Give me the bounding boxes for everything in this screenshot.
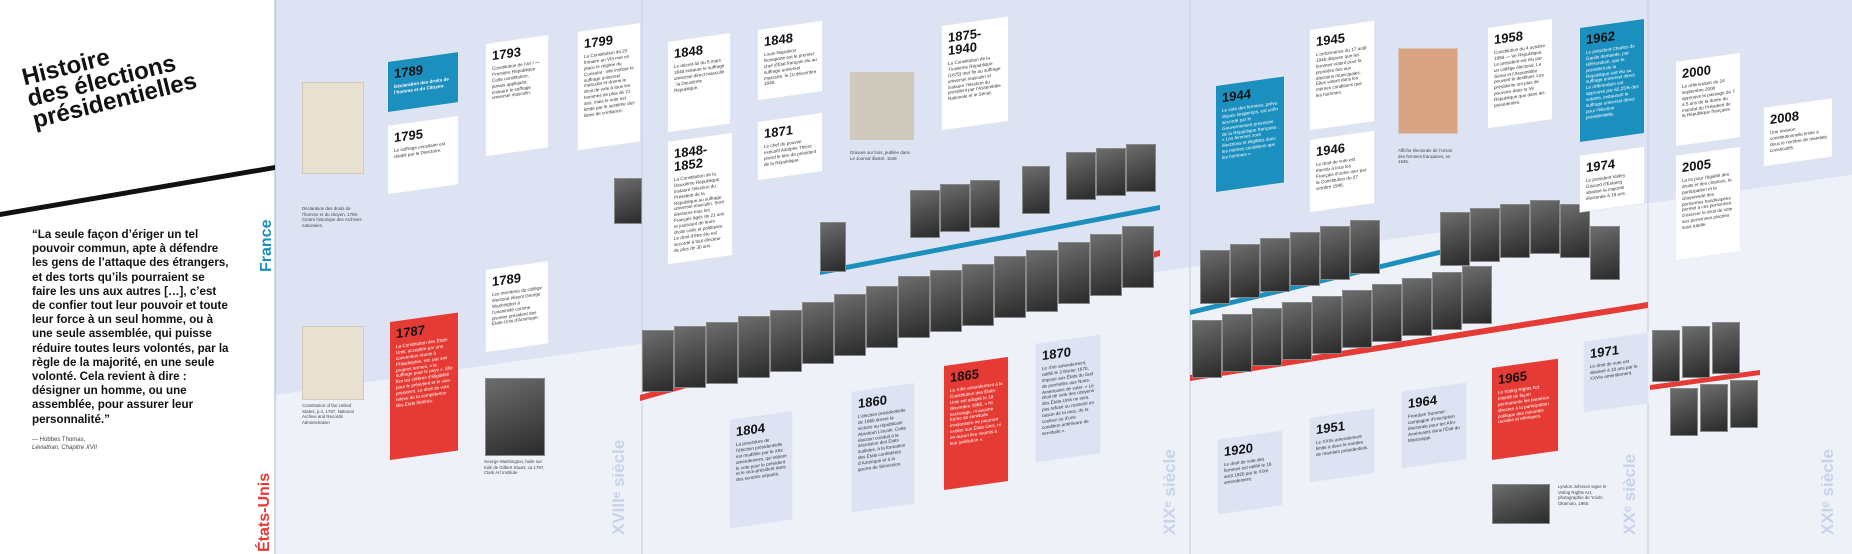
washington-portrait — [485, 378, 545, 456]
event-fr-1944: 1944 Le vote des femmes, prévu depuis lon… — [1216, 76, 1284, 192]
label-usa: États-Unis — [256, 472, 273, 552]
event-us-1920: 1920 Le droit de vote des femmes est rati… — [1218, 431, 1282, 514]
caption-affiche: Affiche électorale de l’Union des femmes… — [1398, 148, 1453, 165]
event-fr-1848-1852: 1848-1852 La Constitution de la Deuxième … — [668, 133, 732, 264]
event-us-1870: 1870 Le XVe amendement, ratifié le 3 févr… — [1036, 335, 1100, 462]
event-fr-1875-1940: 1875-1940 La Constitution de la Troisième… — [942, 16, 1008, 130]
event-us-1789: 1789 Les membres du collège électoral éli… — [486, 261, 548, 352]
caption-gravure: Gravure sur bois, publiée dans Le Journa… — [850, 150, 910, 161]
caption-washington: George Washington, huile sur toile de Gi… — [484, 459, 545, 476]
event-fr-1871: 1871 Le chef du pouvoir exécutif Adolphe … — [758, 113, 822, 180]
event-fr-1799: 1799 La Constitution du 22 frimaire an VI… — [578, 23, 640, 150]
affiche-image — [1398, 48, 1458, 134]
event-us-1971: 1971 Le droit de vote est abaissé à 18 an… — [1584, 333, 1648, 412]
event-us-1860: 1860 L’élection présidentielle de 1860 do… — [852, 383, 914, 512]
event-us-1804: 1804 La procédure de l’élection président… — [730, 411, 792, 528]
event-fr-1793: 1793 Constitution de l’an I — Première Ré… — [486, 35, 548, 156]
us-constitution-image — [302, 326, 364, 400]
century-19: XIXᵉ siècle — [1160, 449, 1179, 535]
caption-johnson: Lyndon Johnson signe le Voting Rights Ac… — [1558, 484, 1607, 507]
century-21: XXIᵉ siècle — [1818, 449, 1837, 535]
event-fr-1945: 1945 L’ordonnance du 17 août 1945 dispose… — [1310, 21, 1374, 130]
johnson-photo — [1492, 484, 1550, 524]
event-fr-1946: 1946 Le droit de vote est étendu à tous l… — [1310, 131, 1374, 212]
declaration-document-image — [302, 82, 364, 174]
event-fr-1848a: 1848 Le décret-loi du 5 mars 1848 instaur… — [668, 33, 730, 132]
event-fr-1795: 1795 Le suffrage censitaire est rétabli p… — [388, 116, 458, 194]
century-20: XXᵉ siècle — [1620, 453, 1639, 535]
event-fr-2008: 2008 Une révision constitutionnelle limit… — [1764, 98, 1832, 166]
hobbes-quote: “La seule façon d’ériger un tel pouvoir … — [32, 228, 229, 426]
label-france: France — [258, 219, 275, 272]
event-fr-2005: 2005 La loi pour l’égalité des droits et … — [1676, 147, 1740, 260]
event-us-1964: 1964 Freedom Summer : campagne d’inscript… — [1402, 383, 1466, 468]
event-fr-1958: 1958 Constitution du 4 octobre 1958 — Ve … — [1488, 19, 1552, 128]
event-fr-1789: 1789 Déclaration des droits de l’homme et… — [388, 52, 458, 112]
event-us-1951: 1951 Le XXIIe amendement limite à deux le… — [1310, 409, 1374, 482]
event-us-1965: 1965 Le Voting Rights Act interdit de faç… — [1492, 358, 1558, 460]
event-fr-1848b: 1848 Louis-Napoléon Bonaparte est le prem… — [758, 21, 822, 100]
quote-source: — Hobbes Thomas, Léviathan, Chapitre XVI… — [32, 437, 98, 451]
event-fr-2000: 2000 Le référendum du 24 septembre 2000 a… — [1676, 53, 1740, 146]
caption-fr-doc: Déclaration des droits de l’homme et du … — [302, 206, 362, 229]
century-18: XVIIIᵉ siècle — [609, 439, 628, 535]
event-us-1787: 1787 La Constitution des États-Unis, acce… — [390, 312, 458, 460]
gravure-image — [850, 72, 914, 140]
event-fr-1974: 1974 Le président Valéry Giscard d’Estain… — [1580, 147, 1644, 212]
event-us-1865: 1865 Le XIIIe amendement à la Constitutio… — [944, 357, 1008, 490]
event-fr-1962: 1962 Le président Charles de Gaulle deman… — [1580, 19, 1644, 142]
caption-us-doc: Constitution of the United States, p.4, … — [302, 403, 354, 426]
